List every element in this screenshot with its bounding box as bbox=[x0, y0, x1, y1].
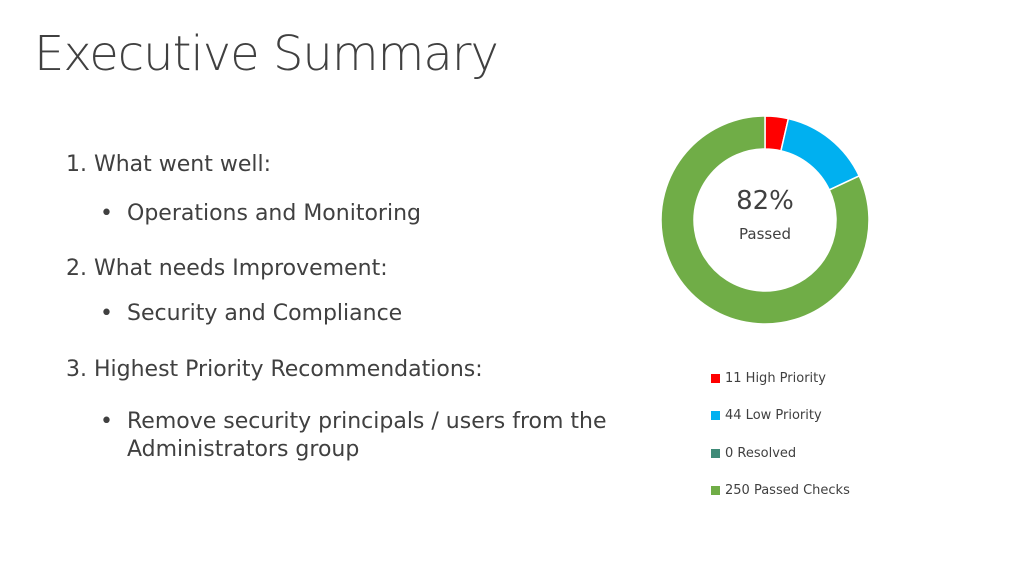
bullet-item: • Operations and Monitoring bbox=[100, 200, 607, 228]
donut-slice-1 bbox=[780, 117, 861, 191]
legend-label: 0 Resolved bbox=[725, 445, 797, 461]
section-heading-went-well: 1. What went well: bbox=[66, 152, 272, 177]
bullet-item: • Security and Compliance bbox=[100, 300, 607, 328]
legend-label: 11 High Priority bbox=[725, 370, 826, 386]
section-heading-recommendations: 3. Highest Priority Recommendations: bbox=[66, 357, 483, 382]
legend-item: 0 Resolved bbox=[711, 443, 850, 463]
donut-center-value: 82% bbox=[736, 186, 794, 216]
legend-swatch bbox=[711, 373, 720, 383]
donut-slice-3 bbox=[660, 115, 870, 325]
legend-swatch bbox=[711, 411, 720, 420]
legend-item: 44 Low Priority bbox=[711, 406, 850, 426]
donut-center-label: Passed bbox=[739, 225, 791, 243]
donut-chart bbox=[660, 115, 870, 325]
section-heading-needs-improvement: 2. What needs Improvement: bbox=[66, 256, 388, 281]
bullet-text: Security and Compliance bbox=[127, 301, 403, 326]
legend-item: 11 High Priority bbox=[711, 368, 850, 388]
legend-swatch bbox=[711, 486, 720, 495]
legend-label: 250 Passed Checks bbox=[725, 483, 850, 498]
bullet-dot: • bbox=[100, 301, 113, 326]
bullet-item: • Remove security principals / users fro… bbox=[100, 408, 607, 464]
bullet-text: Operations and Monitoring bbox=[127, 201, 421, 226]
legend-item: 250 Passed Checks bbox=[711, 481, 850, 501]
bullet-dot: • bbox=[100, 201, 113, 226]
chart-legend: 11 High Priority 44 Low Priority 0 Resolve… bbox=[711, 368, 850, 518]
legend-swatch bbox=[711, 448, 720, 458]
bullet-dot: • bbox=[100, 409, 113, 434]
legend-label: 44 Low Priority bbox=[725, 408, 822, 423]
slide-title: Executive Summary bbox=[34, 26, 499, 82]
bullet-text: Remove security principals / users from … bbox=[127, 409, 607, 462]
